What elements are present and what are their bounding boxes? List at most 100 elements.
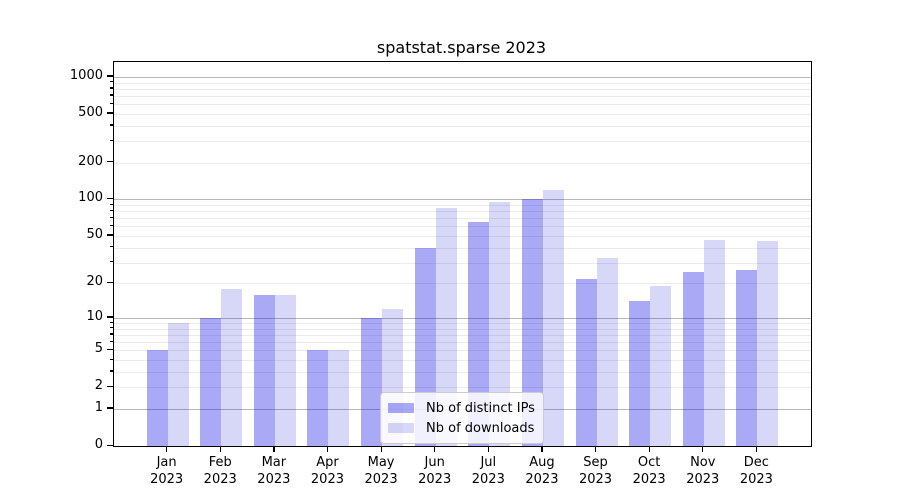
x-tick-label-jul: Jul 2023 <box>471 455 505 487</box>
y-gridline-80 <box>114 211 811 213</box>
y-minor-tick-mark-80 <box>109 209 113 211</box>
y-gridline-800 <box>114 88 811 90</box>
x-tick-mark-dec <box>755 446 758 452</box>
bar-mar-downloads <box>274 294 296 446</box>
y-gridline-600 <box>114 104 811 106</box>
y-gridline-60 <box>114 226 811 228</box>
x-tick-mark-mar <box>273 446 275 452</box>
y-minor-tick-mark-90 <box>109 203 113 205</box>
y-gridline-200 <box>114 162 811 164</box>
y-tick-label-500: 500 <box>78 104 103 120</box>
bar-sep-downloads <box>596 257 618 446</box>
y-tick-label-5: 5 <box>94 341 103 357</box>
bar-apr-distinct-ips <box>307 350 329 446</box>
y-tick-mark-100 <box>107 197 113 200</box>
bar-dec-downloads <box>757 241 779 446</box>
y-minor-tick-mark-30 <box>109 261 113 263</box>
y-minor-tick-mark-900 <box>109 81 113 83</box>
y-gridline-400 <box>114 125 811 127</box>
y-gridline-1000 <box>114 76 811 78</box>
y-minor-tick-mark-60 <box>109 224 113 227</box>
x-tick-mark-sep <box>595 446 597 452</box>
bar-aug-distinct-ips <box>521 199 543 446</box>
bar-oct-distinct-ips <box>629 301 651 446</box>
y-gridline-50 <box>114 235 811 237</box>
y-tick-label-1000: 1000 <box>69 67 103 83</box>
y-gridline-100 <box>114 199 811 201</box>
y-minor-tick-mark-400 <box>109 124 113 126</box>
bar-nov-distinct-ips <box>682 271 704 446</box>
y-minor-tick-mark-3 <box>109 370 113 372</box>
x-tick-label-nov: Nov 2023 <box>686 455 720 487</box>
y-tick-mark-200 <box>107 161 113 163</box>
y-tick-mark-1000 <box>107 75 113 77</box>
y-tick-label-200: 200 <box>78 153 103 169</box>
bar-feb-downloads <box>221 288 243 446</box>
bar-jul-distinct-ips <box>468 222 490 446</box>
chart-title: spatstat.sparse 2023 <box>376 38 547 57</box>
y-gridline-30 <box>114 262 811 264</box>
bar-nov-downloads <box>703 240 725 446</box>
y-gridline-6 <box>114 342 811 344</box>
bar-jun-downloads <box>435 208 457 446</box>
y-gridline-8 <box>114 328 811 330</box>
y-gridline-40 <box>114 247 811 249</box>
y-minor-tick-mark-70 <box>109 216 113 218</box>
bar-aug-downloads <box>542 189 564 446</box>
bar-apr-downloads <box>328 350 350 446</box>
y-tick-label-2: 2 <box>94 378 103 394</box>
y-gridline-2 <box>114 387 811 389</box>
x-tick-label-feb: Feb 2023 <box>203 455 237 487</box>
legend-label-downloads: Nb of downloads <box>426 420 535 436</box>
y-tick-label-0: 0 <box>94 437 103 452</box>
y-minor-tick-mark-300 <box>109 139 113 141</box>
legend-entry-downloads: Nb of downloads <box>388 418 535 438</box>
y-gridline-5 <box>114 350 811 352</box>
y-minor-tick-mark-800 <box>109 87 113 89</box>
x-tick-label-apr: Apr 2023 <box>310 455 344 487</box>
y-tick-mark-10 <box>107 316 113 318</box>
y-tick-mark-5 <box>107 348 113 350</box>
y-tick-label-10: 10 <box>86 308 103 324</box>
y-gridline-700 <box>114 95 811 97</box>
y-gridline-7 <box>114 334 811 336</box>
y-minor-tick-mark-7 <box>109 333 113 335</box>
x-tick-mark-jan <box>166 446 168 452</box>
bar-feb-distinct-ips <box>200 317 222 446</box>
legend-swatch-downloads <box>388 423 414 433</box>
legend: Nb of distinct IPs Nb of downloads <box>380 392 544 444</box>
y-gridline-900 <box>114 82 811 84</box>
x-tick-label-jun: Jun 2023 <box>418 455 452 487</box>
y-tick-mark-20 <box>107 281 113 284</box>
x-tick-mark-jul <box>487 446 489 452</box>
x-tick-mark-jun <box>434 446 436 452</box>
y-tick-mark-1 <box>107 407 113 409</box>
y-minor-tick-mark-9 <box>109 321 113 323</box>
y-tick-mark-500 <box>107 112 113 114</box>
bar-oct-downloads <box>650 285 672 446</box>
x-tick-label-may: May 2023 <box>364 455 398 487</box>
bar-mar-distinct-ips <box>253 294 275 446</box>
plot-area: Nb of distinct IPs Nb of downloads <box>113 61 812 447</box>
legend-label-distinct-ips: Nb of distinct IPs <box>426 400 535 416</box>
bar-sep-distinct-ips <box>575 278 597 446</box>
y-tick-mark-50 <box>107 234 113 236</box>
y-gridline-9 <box>114 323 811 324</box>
x-tick-label-aug: Aug 2023 <box>525 455 559 487</box>
x-tick-mark-nov <box>702 446 704 452</box>
y-gridline-20 <box>114 283 811 285</box>
y-gridline-3 <box>114 371 811 373</box>
x-tick-label-mar: Mar 2023 <box>257 455 291 487</box>
bar-jan-downloads <box>167 323 189 446</box>
y-minor-tick-mark-40 <box>109 246 113 248</box>
x-tick-label-dec: Dec 2023 <box>739 455 773 487</box>
x-tick-label-jan: Jan 2023 <box>150 455 184 487</box>
legend-entry-distinct-ips: Nb of distinct IPs <box>388 398 535 418</box>
y-tick-mark-2 <box>107 385 113 387</box>
y-tick-label-20: 20 <box>86 274 103 290</box>
y-minor-tick-mark-4 <box>109 358 113 360</box>
x-tick-mark-feb <box>219 446 221 452</box>
x-tick-mark-aug <box>541 446 543 452</box>
x-tick-mark-may <box>380 446 382 452</box>
